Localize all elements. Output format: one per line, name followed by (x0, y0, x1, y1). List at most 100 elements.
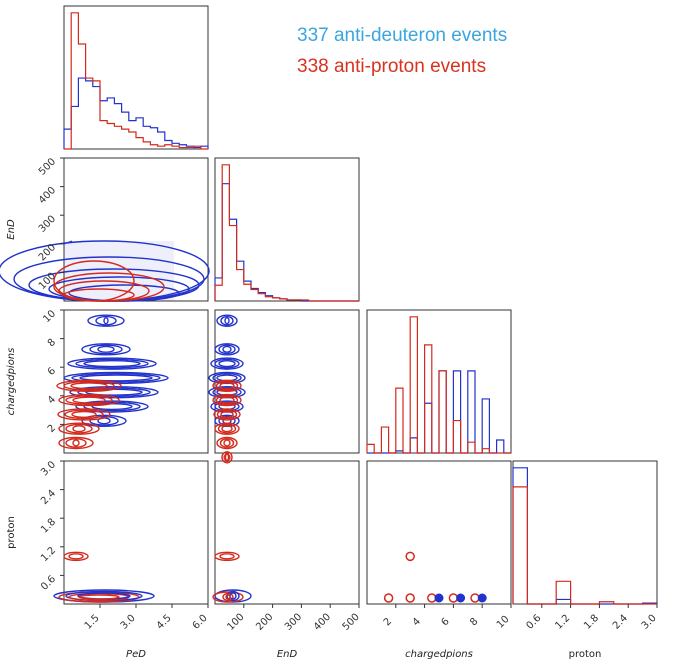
tick-label-EnD: 300 (283, 612, 304, 633)
contour-proton1-proton-PeD (63, 551, 89, 562)
contour-deuteron-chargedpions-PeD (95, 315, 117, 326)
contour-proton-chargedpions-PeD (72, 439, 80, 447)
contour-proton-chargedpions-EnD (224, 452, 230, 463)
contour-proton-chargedpions-EnD (221, 451, 233, 464)
contour-deuteron-proton-chargedpions (477, 593, 487, 603)
tick-label-chargedpions: 8 (468, 616, 480, 628)
tick-label-proton-y: 1.8 (39, 517, 58, 536)
contour-deuteron-proton-chargedpions (456, 593, 466, 603)
ylabel-EnD: EnD (6, 219, 17, 240)
tick-label-proton-y: 0.6 (39, 574, 58, 593)
hist-PeD-proton (64, 12, 208, 150)
contour-proton-proton-PeD (78, 594, 120, 600)
contour-proton1-proton-PeD (68, 553, 84, 560)
contour-proton-chargedpions-EnD (219, 396, 235, 404)
contour-proton-chargedpions-EnD (213, 408, 241, 421)
tick-label-chargedpions: 6 (439, 616, 451, 628)
contour-deuteron-chargedpions-EnD (214, 343, 240, 356)
contour-proton-EnD-PeD (53, 272, 165, 302)
contour-proton-chargedpions-EnD (219, 438, 235, 448)
contour-deuteron-chargedpions-PeD (81, 414, 127, 428)
tick-label-EnD: 100 (225, 612, 246, 633)
contour-proton-chargedpions-PeD (63, 380, 115, 391)
contour-deuteron-chargedpions-EnD (216, 314, 238, 327)
contour-proton-chargedpions-PeD (64, 409, 104, 420)
contour-proton-chargedpions-EnD (212, 379, 242, 392)
tick-label-chargedpions-y: 2 (46, 423, 58, 435)
tick-label-PeD: 6.0 (191, 613, 210, 632)
contour-proton-chargedpions-EnD (212, 393, 242, 407)
contour-deuteron-chargedpions-PeD (75, 358, 149, 369)
tick-label-proton-y: 2.4 (39, 488, 58, 507)
contour-proton-chargedpions-PeD (56, 379, 122, 392)
hist-PeD-deuteron (63, 77, 209, 149)
tick-label-chargedpions-y: 10 (41, 308, 58, 325)
contour-proton-proton-chargedpions (383, 593, 394, 603)
contour-deuteron-chargedpions-EnD (222, 345, 232, 353)
tick-label-PeD: 1.5 (83, 613, 102, 632)
tick-label-chargedpions-y: 8 (46, 337, 58, 349)
contour-proton-chargedpions-PeD (58, 422, 100, 435)
contour-proton-chargedpions-EnD (217, 423, 237, 434)
contour-proton-chargedpions-EnD (221, 425, 233, 433)
contour-proton-chargedpions-EnD (215, 395, 239, 405)
tick-label-chargedpions: 10 (495, 614, 512, 631)
panel-EnD-EnD (214, 157, 360, 302)
contour-proton-chargedpions-PeD (65, 395, 113, 405)
contour-proton-chargedpions-EnD (214, 422, 240, 435)
contour-proton-chargedpions-PeD (65, 438, 87, 448)
contour-deuteron-chargedpions-EnD (218, 344, 236, 355)
tick-label-proton: 1.8 (582, 613, 601, 632)
tick-label-chargedpions: 2 (382, 616, 394, 628)
contour-deuteron-chargedpions-PeD (103, 317, 109, 325)
contour-deuteron-chargedpions-PeD (97, 345, 115, 353)
contour-proton-chargedpions-EnD (223, 453, 231, 461)
tick-label-EnD-y: 300 (37, 214, 58, 235)
xlabel-chargedpions: chargedpions (405, 649, 473, 660)
contour-deuteron-EnD-PeD (63, 240, 73, 245)
contour-deuteron-chargedpions-PeD (83, 360, 141, 368)
panel-proton-proton (512, 460, 658, 605)
contour-proton-chargedpions-EnD (219, 382, 235, 390)
contour-deuteron-chargedpions-EnD (218, 360, 236, 368)
tick-label-chargedpions-y: 6 (46, 366, 58, 378)
contour-proton1-proton-EnD (219, 553, 235, 560)
hist-EnD-proton (214, 164, 359, 302)
tick-label-proton: 3.0 (640, 613, 659, 632)
contour-proton-chargedpions-PeD (57, 408, 111, 421)
ylabel-proton: proton (6, 516, 17, 549)
tick-label-EnD-y: 500 (37, 156, 58, 177)
panel-proton-chargedpions (366, 460, 512, 605)
contour-proton-chargedpions-EnD (215, 380, 239, 391)
legend-deuteron: 337 anti-deuteron events (297, 25, 508, 46)
tick-label-PeD: 4.5 (155, 613, 174, 632)
contour-deuteron-chargedpions-PeD (89, 415, 119, 426)
tick-label-chargedpions-y: 4 (46, 394, 58, 406)
tick-label-EnD: 500 (341, 612, 362, 633)
tick-label-proton-y: 3.0 (39, 459, 58, 478)
tick-label-proton: 0.6 (525, 613, 544, 632)
tick-label-EnD-y: 400 (37, 185, 58, 206)
tick-label-chargedpions: 4 (411, 616, 423, 628)
tick-label-proton: 2.4 (611, 613, 630, 632)
contour-deuteron-chargedpions-PeD (89, 344, 123, 355)
contour-deuteron-chargedpions-PeD (67, 357, 157, 370)
contour-proton-chargedpions-EnD (216, 409, 238, 420)
contour-deuteron-chargedpions-PeD (87, 314, 125, 327)
tick-label-PeD: 3.0 (119, 613, 138, 632)
ylabel-chargedpions: chargedpions (6, 348, 17, 416)
contour-proton-chargedpions-PeD (70, 382, 108, 390)
contour-proton-chargedpions-EnD (220, 410, 234, 418)
xlabel-EnD: EnD (277, 649, 298, 660)
contour-deuteron-proton-chargedpions (434, 593, 444, 603)
contour-proton-chargedpions-PeD (65, 423, 93, 434)
contour-proton-proton-chargedpions (405, 593, 415, 603)
contour-proton-chargedpions-EnD (223, 439, 231, 447)
contour-proton-chargedpions-EnD (216, 436, 238, 450)
tick-label-proton: 1.2 (553, 613, 572, 632)
panel-proton-EnD (214, 460, 360, 605)
tick-label-proton-y: 1.2 (39, 545, 58, 564)
contour-deuteron-chargedpions-EnD (224, 317, 230, 325)
panel-proton-PeD (63, 460, 209, 605)
